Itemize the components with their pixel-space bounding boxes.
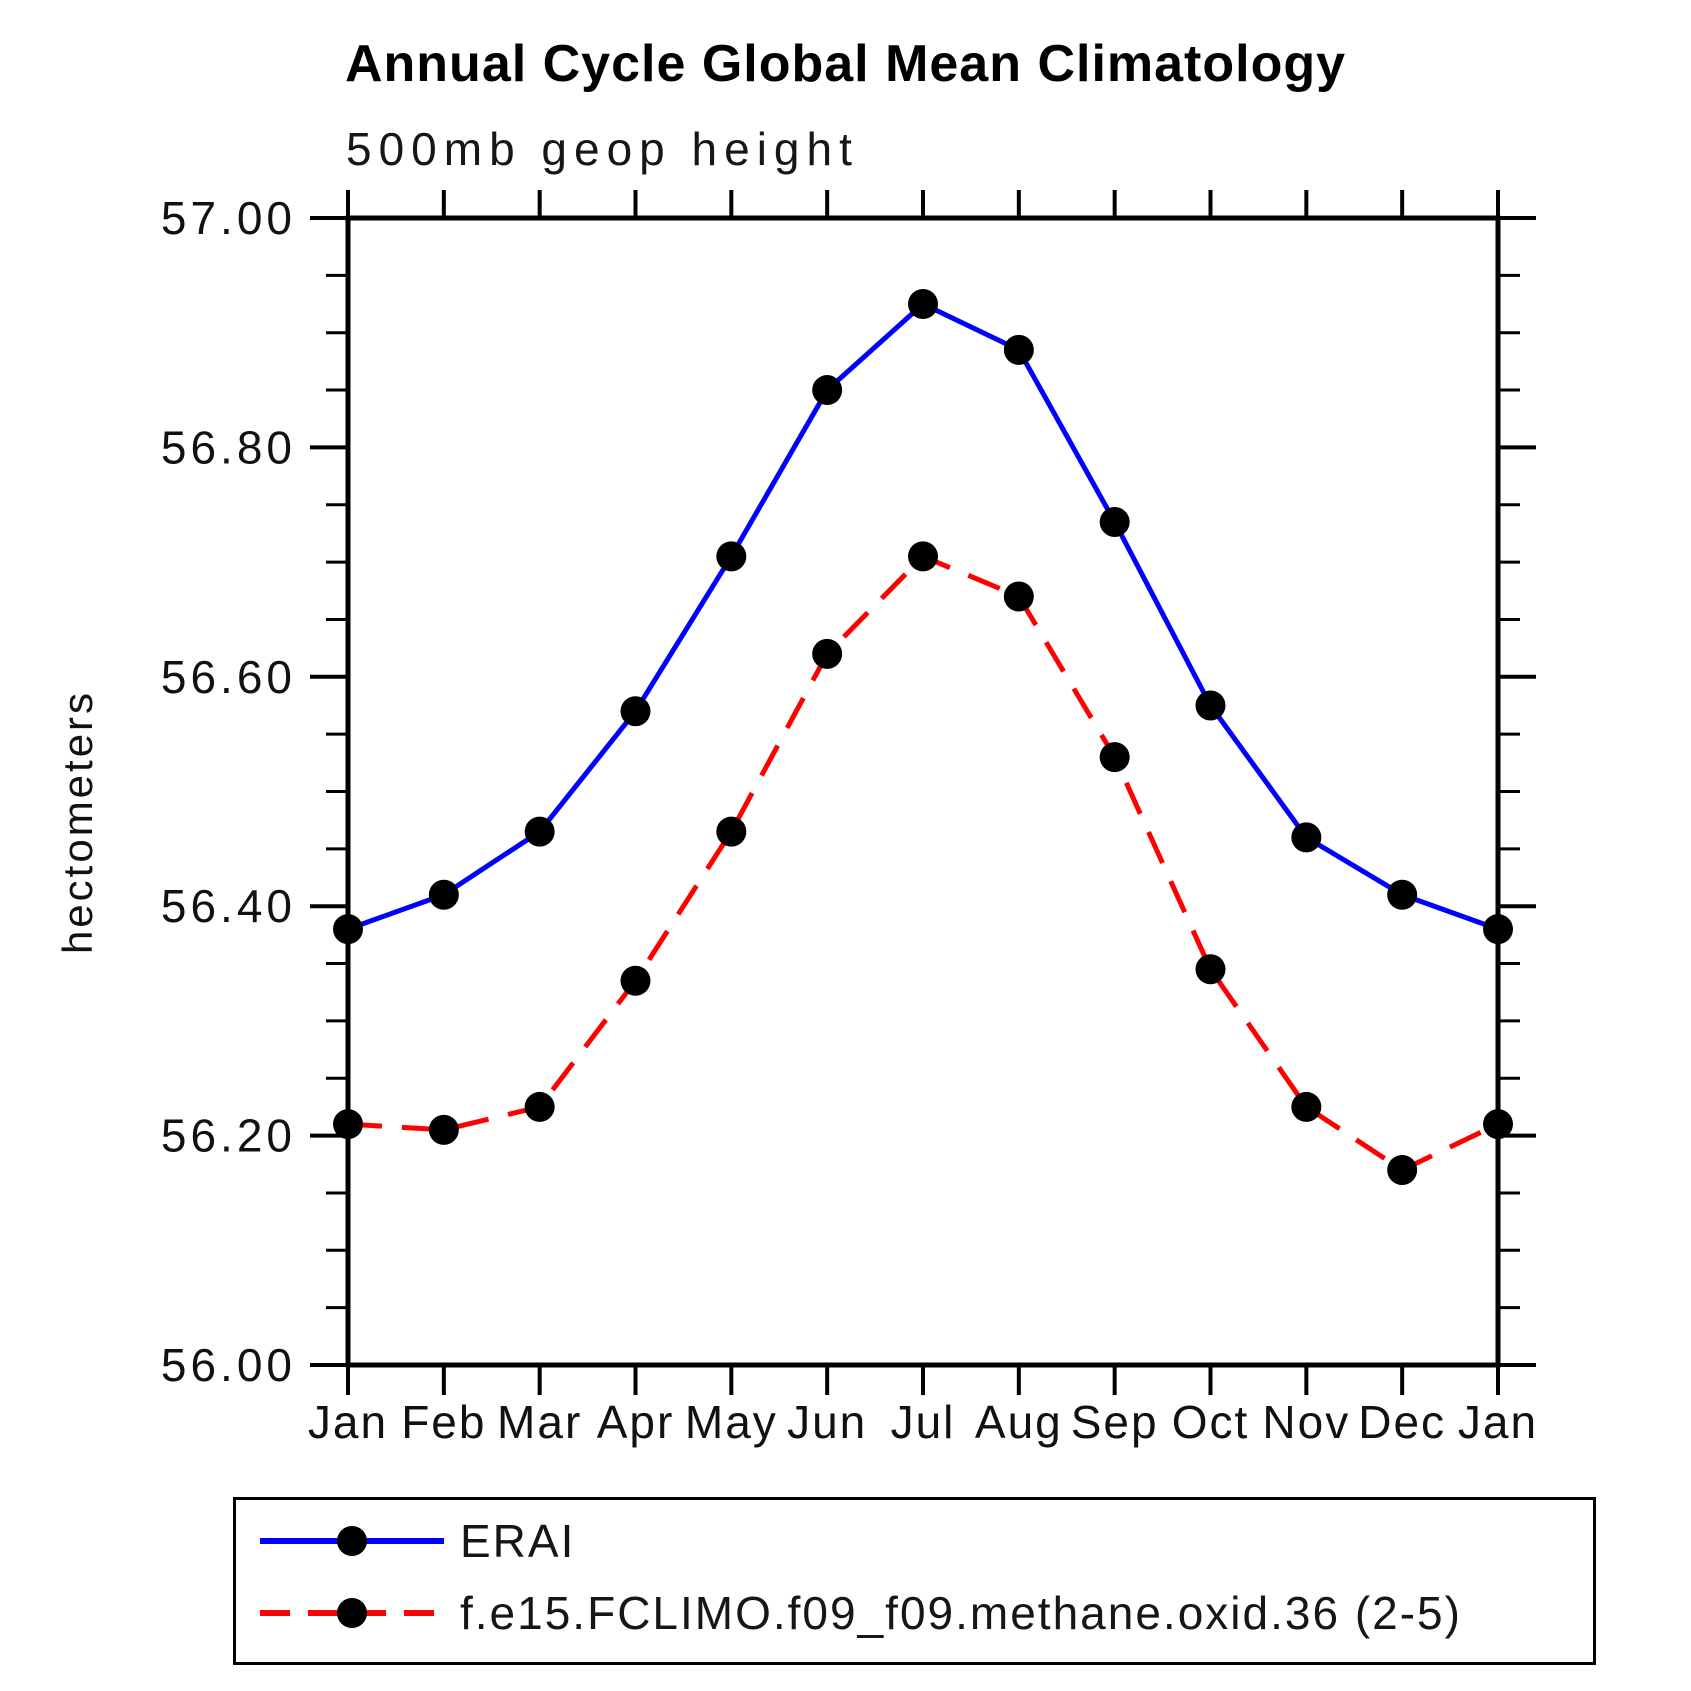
y-tick-label: 56.40 bbox=[161, 880, 296, 932]
x-tick-label: Oct bbox=[1172, 1396, 1250, 1448]
x-tick-label: Aug bbox=[975, 1396, 1063, 1448]
x-tick-label: Sep bbox=[1071, 1396, 1159, 1448]
legend-entry-model: f.e15.FCLIMO.f09_f09.methane.oxid.36 (2-… bbox=[254, 1587, 1462, 1639]
data-point-marker bbox=[1003, 334, 1034, 365]
data-point-marker bbox=[1003, 581, 1034, 612]
legend: ERAI f.e15.FCLIMO.f09_f09.methane.oxid.3… bbox=[233, 1497, 1596, 1665]
y-tick-label: 56.80 bbox=[161, 421, 296, 473]
y-tick-label: 56.20 bbox=[161, 1110, 296, 1162]
y-tick-label: 56.60 bbox=[161, 651, 296, 703]
erai-line bbox=[347, 301, 1499, 932]
legend-marker-dot bbox=[337, 1598, 367, 1628]
data-point-marker bbox=[428, 879, 459, 910]
x-tick-label: Mar bbox=[497, 1396, 582, 1448]
data-point-marker bbox=[1483, 1109, 1513, 1140]
data-point-marker bbox=[428, 1114, 459, 1145]
data-point-marker bbox=[620, 696, 651, 727]
data-point-marker bbox=[333, 1109, 363, 1140]
x-tick-label: Apr bbox=[597, 1396, 675, 1448]
legend-entry-erai: ERAI bbox=[254, 1515, 576, 1567]
data-point-marker bbox=[716, 541, 747, 572]
x-tick-label: Jan bbox=[1458, 1396, 1538, 1448]
x-tick-label: Jan bbox=[308, 1396, 388, 1448]
legend-sample-model bbox=[260, 1598, 444, 1628]
data-point-marker bbox=[908, 289, 938, 320]
data-point-marker bbox=[1387, 1155, 1418, 1186]
x-tick-label: Dec bbox=[1358, 1396, 1446, 1448]
data-point-marker bbox=[908, 541, 938, 572]
legend-marker-dot bbox=[337, 1526, 367, 1556]
legend-label-model: f.e15.FCLIMO.f09_f09.methane.oxid.36 (2-… bbox=[460, 1587, 1462, 1639]
data-point-marker bbox=[1195, 954, 1226, 985]
data-point-marker bbox=[1291, 822, 1322, 853]
legend-label-erai: ERAI bbox=[460, 1515, 576, 1567]
plot-frame bbox=[345, 215, 1501, 1368]
legend-sample-erai bbox=[260, 1526, 444, 1556]
data-point-marker bbox=[1099, 742, 1130, 773]
y-tick-label: 56.00 bbox=[161, 1339, 296, 1391]
x-tick-label: Jun bbox=[787, 1396, 867, 1448]
x-tick-label: Nov bbox=[1262, 1396, 1350, 1448]
data-point-marker bbox=[812, 638, 843, 669]
chart-subtitle: 500mb geop height bbox=[346, 123, 859, 175]
y-tick-label: 57.00 bbox=[161, 192, 296, 244]
x-tick-label: Feb bbox=[401, 1396, 486, 1448]
chart-title: Annual Cycle Global Mean Climatology bbox=[344, 35, 1347, 93]
data-point-marker bbox=[1291, 1091, 1322, 1122]
x-tick-label: Jul bbox=[891, 1396, 956, 1448]
data-point-marker bbox=[620, 965, 651, 996]
data-point-marker bbox=[1387, 879, 1418, 910]
data-point-marker bbox=[812, 375, 843, 406]
data-point-marker bbox=[333, 914, 363, 945]
data-point-marker bbox=[524, 816, 555, 847]
data-point-marker bbox=[1483, 914, 1513, 945]
data-point-marker bbox=[716, 816, 747, 847]
model-line bbox=[347, 553, 1500, 1173]
data-point-marker bbox=[1195, 690, 1226, 721]
data-point-marker bbox=[1099, 506, 1130, 537]
x-tick-label: May bbox=[685, 1396, 778, 1448]
data-point-marker bbox=[524, 1091, 555, 1122]
